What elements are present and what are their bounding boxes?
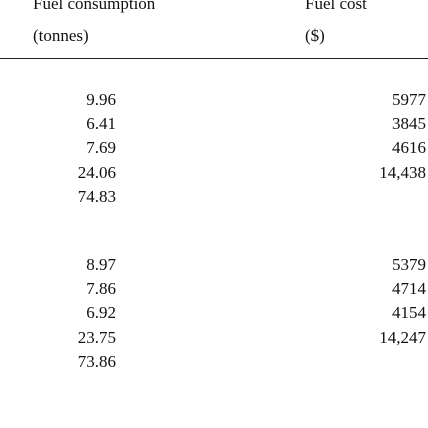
table-cell: 23.75 [77,327,116,347]
table-cell: 14,438 [379,162,426,182]
table-cell: 4154 [392,303,426,323]
table-cell: 5977 [392,90,426,109]
header-cell: Fuel consumption [33,0,156,13]
table-cell: 3845 [392,114,426,134]
table-cell: 5379 [392,255,426,274]
header-cell: Fuel cost [305,0,367,13]
table-cell: 8.97 [86,255,116,274]
header-cell: (tonnes) [33,26,89,45]
table-cell: 7.86 [86,279,116,299]
table-cell: 24.06 [77,162,116,182]
table-cell: 9.96 [86,90,116,109]
header-rule [0,58,428,59]
header-cell: ($) [305,26,325,45]
table-cell: 74.83 [77,186,116,206]
table-cell: 6.92 [86,303,116,323]
table-cell: 14,247 [379,327,426,347]
table-cell: 7.69 [86,138,116,158]
table-cell: 4616 [392,138,426,158]
table-cell: 6.41 [86,114,116,134]
table-cell: 73.86 [77,351,116,371]
table-cell: 4714 [392,279,426,299]
